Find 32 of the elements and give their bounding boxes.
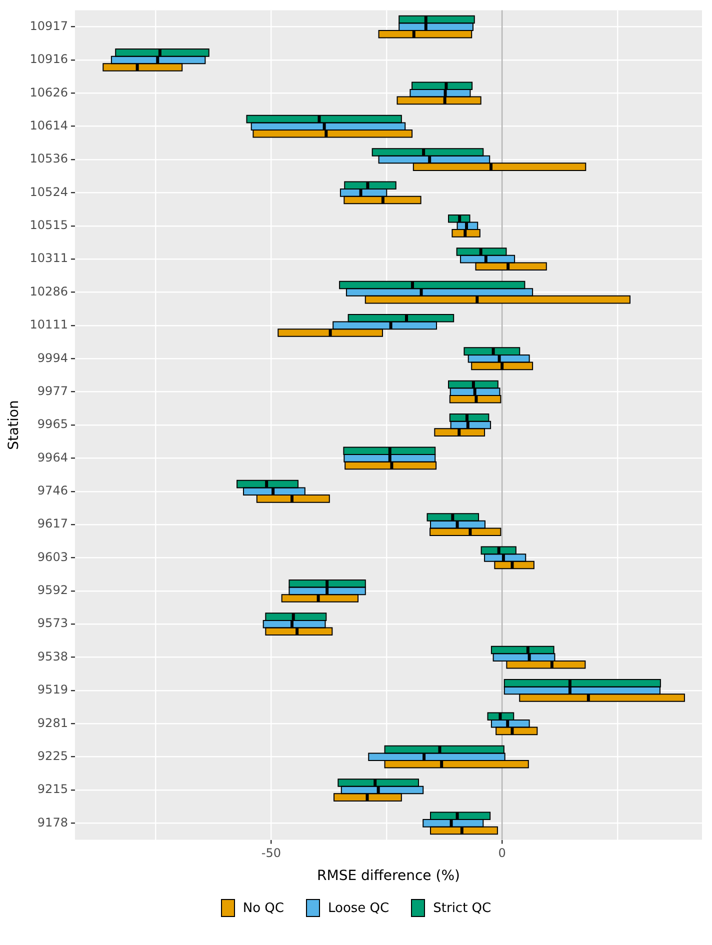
y-tick-label: 10626 xyxy=(30,85,68,100)
y-tick-label: 9746 xyxy=(37,483,68,498)
legend-label: No QC xyxy=(242,900,284,916)
y-tick-label: 10536 xyxy=(30,152,68,166)
y-tick-label: 9994 xyxy=(37,350,68,365)
y-tick-label: 9519 xyxy=(37,682,68,697)
y-tick-label: 9281 xyxy=(37,716,68,730)
y-tick-label: 10286 xyxy=(30,284,68,298)
y-tick-label: 9592 xyxy=(37,583,68,598)
x-axis-title: RMSE difference (%) xyxy=(317,868,460,884)
y-tick-label: 10916 xyxy=(30,52,68,66)
y-tick-label: 9603 xyxy=(37,550,68,564)
y-tick-label: 10111 xyxy=(30,318,68,332)
y-tick-label: 9178 xyxy=(37,815,68,830)
y-tick-label: 9538 xyxy=(37,649,68,664)
legend-label: Strict QC xyxy=(433,900,492,916)
y-tick-label: 10614 xyxy=(30,118,68,132)
x-tick-label: 0 xyxy=(498,846,506,860)
y-tick-label: 9617 xyxy=(37,516,68,531)
legend-label: Loose QC xyxy=(328,900,390,916)
y-tick-label: 10917 xyxy=(30,18,68,33)
y-tick-label: 9965 xyxy=(37,417,68,432)
y-tick-label: 9225 xyxy=(37,748,68,763)
y-tick-label: 9215 xyxy=(37,782,68,796)
y-tick-label: 9573 xyxy=(37,616,68,630)
y-tick-label: 10524 xyxy=(30,184,68,199)
x-tick-label: -50 xyxy=(261,846,282,860)
y-tick-label: 10311 xyxy=(30,251,68,266)
y-tick-label: 9977 xyxy=(37,384,68,398)
y-axis-title: Station xyxy=(6,400,22,450)
y-tick-label: 9964 xyxy=(37,450,68,464)
y-tick-label: 10515 xyxy=(30,218,68,232)
